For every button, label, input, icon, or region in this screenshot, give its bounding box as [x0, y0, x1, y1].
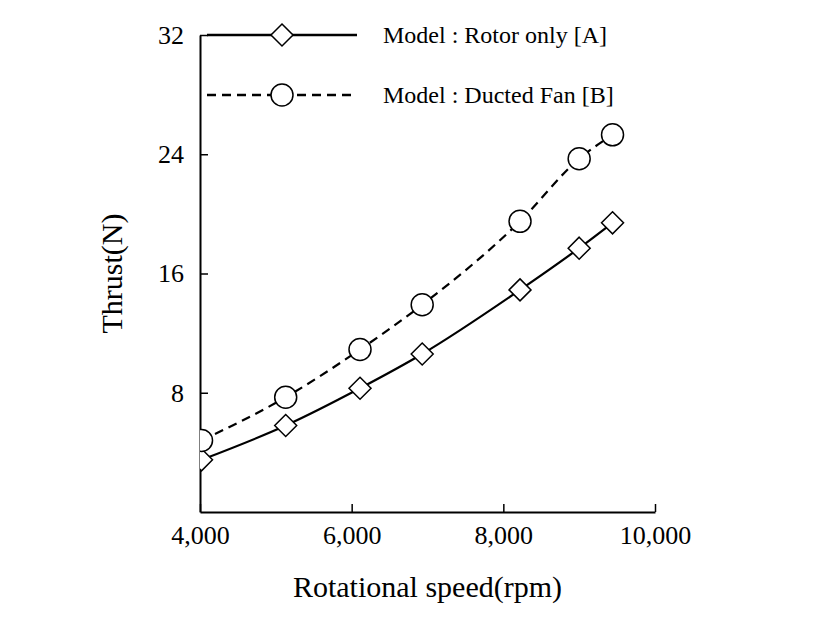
data-point — [568, 148, 590, 170]
legend-item: Model : Ducted Fan [B] — [207, 82, 614, 108]
data-point — [349, 339, 371, 361]
plot-area — [200, 124, 624, 471]
data-point — [509, 210, 531, 232]
x-tick-mark — [503, 504, 505, 512]
y-tick-label: 8 — [171, 379, 184, 408]
legend-marker — [271, 84, 293, 106]
data-point — [509, 279, 531, 301]
y-tick-label: 16 — [158, 259, 184, 288]
legend-label: Model : Ducted Fan [B] — [383, 82, 614, 108]
x-axis-line — [201, 512, 656, 514]
legend: Model : Rotor only [A] Model : Ducted Fan… — [207, 22, 614, 108]
y-tick-label: 32 — [158, 21, 184, 50]
x-tick: 10,000 — [620, 504, 692, 550]
y-tick: 24 — [158, 140, 208, 169]
x-tick: 8,000 — [475, 504, 534, 550]
x-axis-title: Rotational speed(rpm) — [293, 570, 562, 604]
data-point — [602, 212, 624, 234]
x-tick-label: 10,000 — [620, 521, 692, 550]
y-tick-mark — [200, 273, 208, 275]
y-tick-label: 24 — [158, 140, 184, 169]
legend-marker — [271, 24, 293, 46]
data-point — [200, 429, 213, 451]
chart: 4,000 6,000 8,000 10,000 8 16 24 32 Rotational s… — [0, 0, 828, 617]
y-tick: 32 — [158, 21, 208, 50]
legend-label: Model : Rotor only [A] — [383, 22, 607, 48]
data-point — [275, 386, 297, 408]
x-axis: 4,000 6,000 8,000 10,000 — [171, 504, 691, 550]
y-tick-mark — [200, 393, 208, 395]
data-point — [602, 124, 624, 146]
x-tick-mark — [655, 504, 657, 512]
data-point — [411, 294, 433, 316]
x-tick-label: 4,000 — [171, 521, 230, 550]
data-point — [349, 377, 371, 399]
y-tick: 16 — [158, 259, 208, 288]
data-point — [568, 237, 590, 259]
x-tick-label: 8,000 — [475, 521, 534, 550]
legend-item: Model : Rotor only [A] — [207, 22, 607, 48]
x-tick-mark — [351, 504, 353, 512]
y-tick-mark — [200, 35, 208, 37]
y-tick-mark — [200, 154, 208, 156]
data-point — [411, 343, 433, 365]
x-tick: 6,000 — [323, 504, 382, 550]
data-point — [275, 415, 297, 437]
series-line — [202, 223, 613, 460]
y-tick: 8 — [171, 379, 208, 408]
x-tick-label: 6,000 — [323, 521, 382, 550]
series-line — [202, 135, 613, 441]
y-axis-title: Thrust(N) — [95, 214, 129, 334]
